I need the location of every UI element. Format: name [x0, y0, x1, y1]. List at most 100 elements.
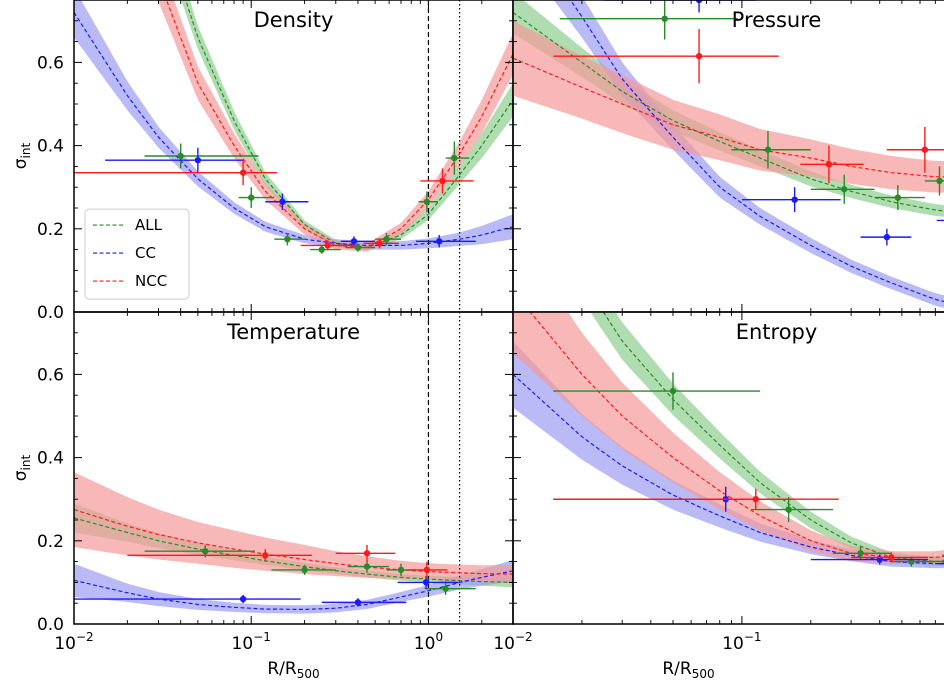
- y-tick-label: 0.6: [37, 53, 64, 73]
- point-marker: [841, 186, 848, 193]
- point-marker: [239, 169, 247, 176]
- point-marker: [202, 548, 209, 555]
- data-point-all: [874, 185, 925, 211]
- data-point-cc: [74, 594, 301, 604]
- point-marker: [248, 194, 255, 201]
- x-tick-label-exponent: −2: [515, 630, 533, 644]
- data-point-ncc: [335, 544, 396, 562]
- data-point-cc: [340, 236, 376, 247]
- data-point-all: [310, 245, 341, 254]
- point-marker: [239, 595, 247, 603]
- panel-entropy: [513, 312, 944, 569]
- data-point-cc: [604, 0, 756, 13]
- point-marker: [324, 242, 331, 249]
- data-point-ncc: [409, 561, 448, 579]
- fit-line-all: [185, 0, 513, 249]
- point-marker: [354, 599, 362, 606]
- y-tick-label: 0.2: [37, 532, 64, 552]
- fit-line-all: [602, 312, 944, 563]
- y-axis-label-subscript: int: [19, 142, 33, 158]
- y-tick-label: 0.0: [37, 303, 64, 323]
- fit-line-cc: [74, 570, 513, 610]
- legend-label: NCC: [135, 272, 167, 290]
- data-point-ncc: [420, 168, 474, 194]
- data-point-all: [271, 564, 336, 575]
- point-marker: [752, 496, 759, 503]
- x-tick-label-exponent: −2: [76, 630, 94, 644]
- confidence-band-all: [590, 312, 944, 566]
- panel-temperature: [74, 312, 513, 624]
- fit-line-cc: [74, 12, 513, 246]
- confidence-band-ncc: [74, 472, 513, 584]
- confidence-band-cc: [553, 0, 944, 308]
- y-tick-label: 0.4: [37, 449, 64, 469]
- x-tick-label-exponent: −1: [744, 630, 762, 644]
- legend-entry-ncc: NCC: [93, 272, 167, 290]
- point-marker: [301, 566, 308, 574]
- point-marker: [791, 196, 798, 203]
- y-tick-label: 0.2: [37, 220, 64, 240]
- point-marker: [695, 52, 703, 60]
- data-point-cc: [860, 228, 912, 246]
- confidence-band-cc: [74, 559, 513, 614]
- panel-title: Pressure: [732, 8, 822, 32]
- x-tick-label-exponent: 0: [435, 630, 443, 644]
- panel-title: Temperature: [226, 320, 360, 344]
- x-axis-label-subscript: 500: [692, 667, 715, 681]
- data-point-all: [553, 372, 761, 410]
- point-marker: [857, 550, 864, 557]
- data-point-cc: [415, 235, 476, 248]
- y-tick-label: 0.6: [37, 365, 64, 385]
- data-point-cc: [397, 576, 459, 589]
- y-tick-label: 0.4: [37, 137, 64, 157]
- data-point-all: [751, 497, 833, 523]
- panel-frame: [512, 311, 944, 625]
- point-marker: [262, 552, 269, 559]
- data-point-cc: [265, 193, 309, 211]
- point-marker: [436, 238, 443, 245]
- x-axis-label: R/R500: [662, 659, 714, 681]
- point-marker: [661, 15, 668, 22]
- data-point-all: [810, 174, 875, 204]
- legend: ALL CC NCC: [84, 208, 190, 300]
- point-marker: [825, 161, 833, 168]
- y-axis-label: σint: [11, 142, 33, 169]
- data-point-all: [424, 582, 476, 595]
- point-marker: [422, 579, 430, 586]
- data-point-ncc: [553, 488, 839, 510]
- confidence-band-ncc: [513, 312, 944, 564]
- point-marker: [883, 233, 891, 241]
- point-marker: [936, 177, 943, 185]
- data-point-ncc: [127, 549, 312, 562]
- legend-label: ALL: [135, 216, 163, 234]
- legend-label: CC: [135, 244, 156, 262]
- point-marker: [177, 152, 184, 160]
- x-tick-label-exponent: −1: [253, 630, 271, 644]
- data-point-all: [347, 560, 390, 573]
- panel-title: Entropy: [736, 320, 818, 344]
- point-marker: [279, 198, 286, 205]
- fit-line-ncc: [529, 312, 944, 558]
- confidence-band-ncc: [157, 0, 513, 252]
- data-point-ncc: [851, 552, 928, 563]
- legend-entry-all: ALL: [93, 216, 163, 234]
- y-axis-label: σint: [11, 454, 33, 481]
- point-marker: [764, 146, 772, 153]
- point-marker: [318, 246, 325, 253]
- point-marker: [888, 554, 895, 561]
- point-marker: [439, 177, 446, 185]
- data-point-cc: [936, 219, 944, 222]
- confidence-band-ncc: [513, 20, 944, 193]
- fit-line-all: [74, 517, 513, 583]
- data-point-all: [731, 131, 811, 169]
- fit-line-all: [513, 12, 944, 212]
- data-point-all: [274, 232, 307, 246]
- point-marker: [695, 0, 703, 4]
- fit-line-ncc: [165, 0, 513, 249]
- data-point-ncc: [74, 160, 278, 186]
- panel-density: [74, 0, 513, 312]
- fit-line-cc: [513, 373, 944, 565]
- point-marker: [423, 566, 431, 574]
- point-marker: [451, 154, 458, 162]
